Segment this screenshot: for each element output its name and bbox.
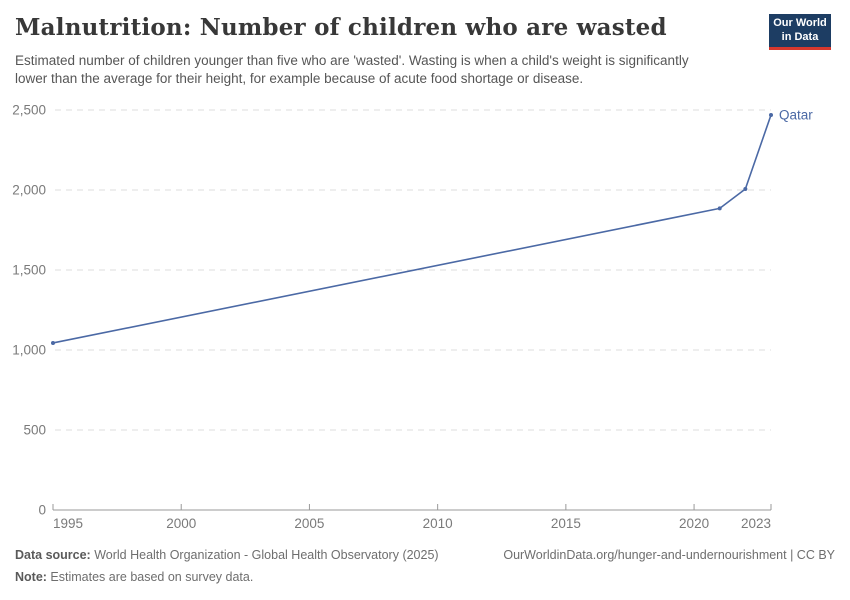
owid-logo-line1: Our World [773, 17, 827, 29]
note-line: Note: Estimates are based on survey data… [15, 570, 715, 584]
chart-line[interactable] [52, 114, 772, 344]
y-tick-label: 500 [23, 423, 46, 438]
x-tick-label: 1995 [53, 516, 83, 531]
owid-logo[interactable]: Our World in Data [769, 14, 831, 50]
y-tick-label: 2,500 [12, 103, 46, 118]
data-source-text: World Health Organization - Global Healt… [90, 548, 439, 562]
note-label: Note: [15, 570, 47, 584]
x-tick-label: 2005 [294, 516, 324, 531]
y-tick-label: 0 [38, 503, 46, 518]
chart-title: Malnutrition: Number of children who are… [15, 14, 667, 41]
data-source-line: Data source: World Health Organization -… [15, 548, 835, 562]
data-point[interactable] [51, 340, 55, 345]
entity-label[interactable]: Qatar [779, 107, 813, 122]
x-tick-label: 2015 [551, 516, 581, 531]
data-point[interactable] [769, 112, 773, 117]
owid-url-link[interactable]: OurWorldinData.org/hunger-and-undernouri… [503, 548, 835, 562]
x-tick-label: 2000 [166, 516, 196, 531]
y-tick-label: 1,500 [12, 263, 46, 278]
chart-subtitle: Estimated number of children younger tha… [15, 53, 689, 86]
x-tick-label: 2020 [679, 516, 709, 531]
note-text: Estimates are based on survey data. [46, 570, 254, 584]
x-tick-label: 2010 [423, 516, 453, 531]
data-point[interactable] [743, 187, 748, 192]
y-tick-label: 2,000 [12, 183, 46, 198]
owid-logo-line2: in Data [781, 30, 819, 43]
data-point[interactable] [717, 206, 722, 211]
y-tick-label: 1,000 [12, 343, 46, 358]
x-tick-label: 2023 [741, 516, 771, 531]
chart-svg[interactable]: 0 500 1,000 1,500 2,000 2,500 1995 2000 2005 2010… [0, 0, 850, 545]
data-source-label: Data source: [15, 548, 91, 562]
